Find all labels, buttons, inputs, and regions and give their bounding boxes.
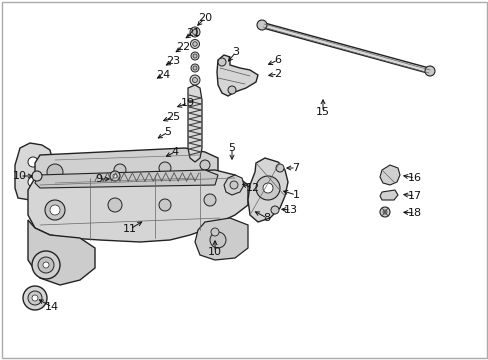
Text: 7: 7 [292, 163, 299, 173]
Circle shape [200, 160, 209, 170]
Text: 8: 8 [263, 213, 270, 223]
Circle shape [110, 171, 120, 181]
Polygon shape [379, 165, 399, 185]
Text: 9: 9 [95, 174, 102, 184]
Text: 5: 5 [228, 143, 235, 153]
Circle shape [32, 171, 42, 181]
Circle shape [192, 30, 197, 35]
Text: 15: 15 [315, 107, 329, 117]
Circle shape [47, 164, 63, 180]
Text: 25: 25 [165, 112, 180, 122]
Text: 13: 13 [284, 205, 297, 215]
Text: 11: 11 [123, 224, 137, 234]
Circle shape [192, 77, 197, 82]
Text: 12: 12 [245, 183, 260, 193]
Circle shape [32, 295, 38, 301]
Circle shape [379, 207, 389, 217]
Circle shape [263, 183, 272, 193]
Text: 19: 19 [181, 98, 195, 108]
Text: 16: 16 [407, 173, 421, 183]
Polygon shape [28, 220, 95, 285]
Text: 20: 20 [198, 13, 212, 23]
Polygon shape [247, 158, 287, 222]
Text: 10: 10 [207, 247, 222, 257]
Circle shape [424, 66, 434, 76]
Text: 6: 6 [274, 55, 281, 65]
Circle shape [108, 198, 122, 212]
Text: 4: 4 [171, 147, 178, 157]
Polygon shape [224, 175, 244, 195]
Circle shape [193, 54, 197, 58]
Circle shape [43, 262, 49, 268]
Polygon shape [187, 85, 202, 162]
Circle shape [190, 75, 200, 85]
Circle shape [209, 232, 225, 248]
Circle shape [270, 206, 279, 214]
Circle shape [28, 157, 38, 167]
Polygon shape [261, 22, 430, 74]
Text: 17: 17 [407, 191, 421, 201]
Circle shape [28, 177, 38, 187]
Circle shape [45, 200, 65, 220]
Circle shape [190, 27, 200, 37]
Circle shape [192, 42, 197, 46]
Circle shape [256, 176, 280, 200]
Circle shape [382, 210, 386, 214]
Circle shape [50, 205, 60, 215]
Text: 1: 1 [292, 190, 299, 200]
Circle shape [38, 257, 54, 273]
Text: 18: 18 [407, 208, 421, 218]
Polygon shape [15, 143, 52, 200]
Circle shape [32, 251, 60, 279]
Circle shape [191, 64, 199, 72]
Circle shape [190, 40, 199, 49]
Circle shape [210, 228, 219, 236]
Circle shape [203, 194, 216, 206]
Circle shape [257, 20, 266, 30]
Circle shape [159, 199, 171, 211]
Polygon shape [379, 190, 397, 200]
Circle shape [159, 162, 171, 174]
Circle shape [23, 286, 47, 310]
Polygon shape [195, 218, 247, 260]
Circle shape [113, 174, 117, 178]
Polygon shape [35, 148, 218, 192]
Circle shape [229, 181, 238, 189]
Circle shape [275, 164, 284, 172]
Circle shape [227, 86, 236, 94]
Text: 21: 21 [185, 28, 200, 38]
Circle shape [114, 164, 126, 176]
Text: 22: 22 [176, 42, 190, 52]
Circle shape [193, 66, 197, 70]
Text: 3: 3 [232, 47, 239, 57]
Polygon shape [35, 170, 218, 188]
Polygon shape [217, 55, 258, 96]
Text: 14: 14 [45, 302, 59, 312]
Text: 2: 2 [274, 69, 281, 79]
Circle shape [218, 58, 225, 66]
Text: 23: 23 [165, 56, 180, 66]
Text: 24: 24 [156, 70, 170, 80]
Polygon shape [28, 170, 247, 242]
Circle shape [191, 52, 199, 60]
Circle shape [28, 291, 42, 305]
Text: 5: 5 [164, 127, 171, 137]
Text: 10: 10 [13, 171, 27, 181]
